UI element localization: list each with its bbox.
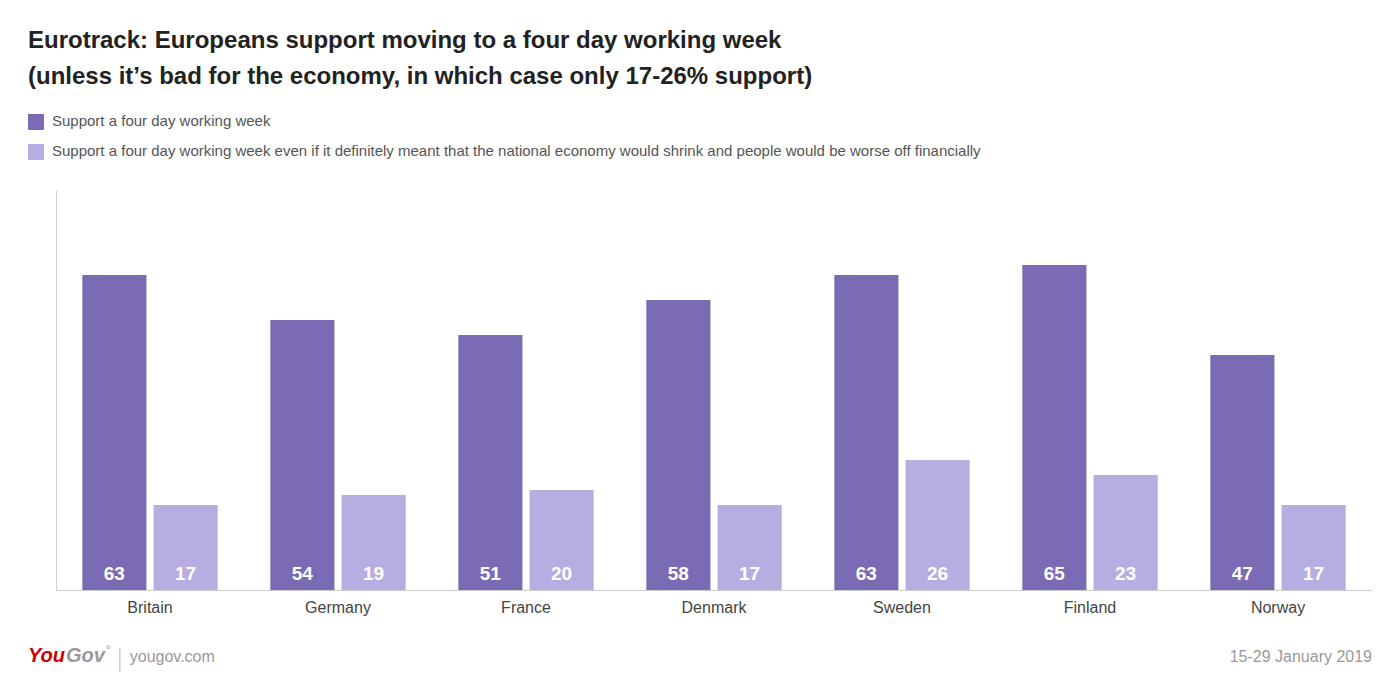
bar — [530, 490, 594, 590]
legend-swatch — [28, 114, 44, 130]
data-label: 51 — [480, 563, 502, 584]
title: Eurotrack: Europeans support moving to a… — [28, 26, 782, 53]
annotation: yougov.com — [130, 648, 215, 665]
data-label: 47 — [1232, 563, 1253, 584]
logo-text: You — [28, 644, 65, 666]
data-label: 63 — [856, 563, 877, 584]
data-label: 17 — [739, 563, 760, 584]
bar — [1022, 265, 1086, 590]
x-tick-label: Norway — [1251, 599, 1305, 616]
logo-text: ° — [106, 643, 111, 657]
x-tick: Britain — [127, 590, 172, 616]
bar — [834, 275, 898, 590]
data-label: 19 — [363, 563, 384, 584]
bar — [718, 505, 782, 590]
logo-text: Gov — [66, 644, 107, 666]
data-label: 26 — [927, 563, 948, 584]
bar — [1282, 505, 1346, 590]
bar — [342, 495, 406, 590]
x-axis: Britain Germany France Denmark Sweden Finland… — [57, 590, 1373, 616]
bar — [906, 460, 970, 590]
legend: Support a four day working week Support a… — [28, 112, 981, 160]
bar — [270, 320, 334, 590]
legend-swatch — [28, 144, 44, 160]
subtitle: (unless it’s bad for the economy, in whi… — [28, 62, 812, 89]
bar — [1210, 355, 1274, 590]
data-label: 17 — [1303, 563, 1324, 584]
data-label: 65 — [1044, 563, 1066, 584]
x-tick-label: Germany — [305, 599, 371, 616]
footer: YouGov° yougov.com 15-29 January 2019 — [28, 643, 1372, 672]
x-tick: Sweden — [873, 590, 931, 616]
bar — [1094, 475, 1158, 590]
bar — [458, 335, 522, 590]
x-tick: France — [501, 590, 551, 616]
x-tick-label: Denmark — [682, 599, 748, 616]
bar — [154, 505, 218, 590]
chart-svg: Eurotrack: Europeans support moving to a… — [0, 0, 1400, 700]
x-tick-label: Sweden — [873, 599, 931, 616]
data-label: 23 — [1115, 563, 1136, 584]
data-label: 54 — [292, 563, 314, 584]
data-label: 20 — [551, 563, 572, 584]
x-tick: Norway — [1251, 590, 1305, 616]
bar — [82, 275, 146, 590]
separator — [119, 648, 121, 672]
y-axis-line — [56, 191, 57, 591]
legend-entry: Support a four day working week even if … — [52, 142, 981, 159]
data-label: 63 — [104, 563, 125, 584]
bar — [646, 300, 710, 590]
data-labels: 63 54 51 58 63 65 47 17 19 20 17 26 23 17 — [104, 563, 1324, 584]
annotation: 15-29 January 2019 — [1230, 648, 1372, 665]
x-tick: Germany — [305, 590, 371, 616]
x-tick-label: Finland — [1064, 599, 1116, 616]
x-tick-label: France — [501, 599, 551, 616]
y-axis — [56, 191, 57, 591]
bars — [82, 265, 1345, 590]
legend-entry: Support a four day working week — [52, 112, 271, 129]
x-tick-label: Britain — [127, 599, 172, 616]
data-label: 58 — [668, 563, 689, 584]
x-tick: Finland — [1064, 590, 1116, 616]
x-tick: Denmark — [682, 590, 748, 616]
x-axis-line — [57, 590, 1373, 591]
data-label: 17 — [175, 563, 196, 584]
